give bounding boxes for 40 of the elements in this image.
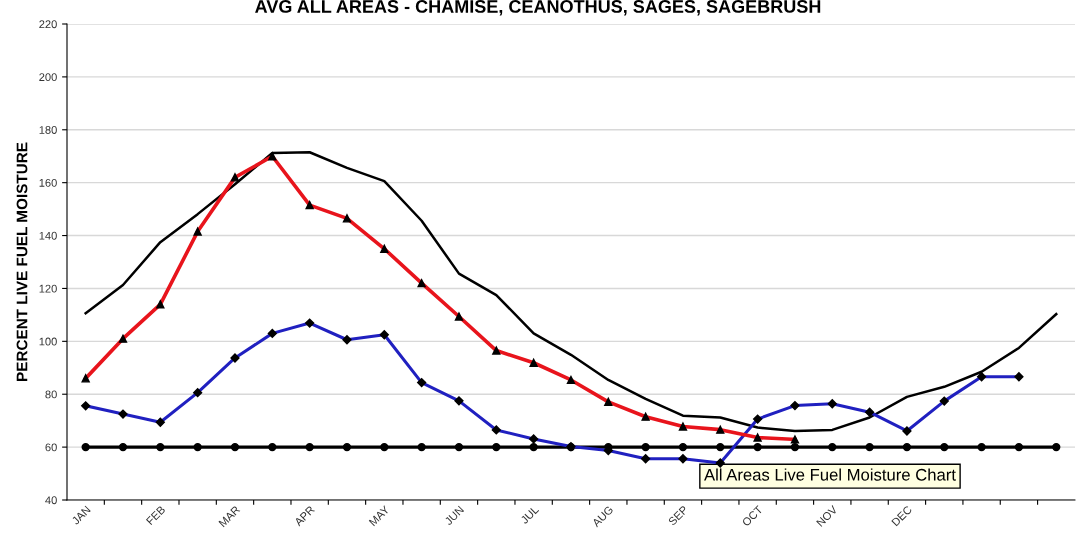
point (529, 442, 538, 452)
point (156, 442, 165, 452)
point (678, 442, 688, 452)
point (977, 442, 986, 452)
point (753, 442, 762, 452)
annotation: All Areas Live Fuel Moisture Chart (704, 468, 956, 481)
y-tick-label: 200 (39, 73, 57, 82)
y-tick-label: 40 (45, 496, 57, 505)
y-tick-label: 60 (45, 443, 57, 452)
point (940, 442, 949, 452)
y-tick-label: 220 (39, 20, 57, 29)
point (380, 442, 389, 452)
y-axis-title: PERCENT LIVE FUEL MOISTURE (16, 142, 28, 381)
point (716, 442, 725, 452)
point (230, 442, 240, 452)
point (268, 442, 277, 452)
point (342, 442, 352, 452)
point (1052, 442, 1061, 452)
y-tick-label: 160 (39, 178, 57, 187)
point (454, 442, 464, 452)
point (81, 442, 90, 452)
chart-title: AVG ALL AREAS - CHAMISE, CEANOTHUS, SAGES, SAGEBRUSH (255, 0, 821, 16)
point (1014, 442, 1024, 452)
point (902, 442, 912, 452)
y-tick-label: 100 (39, 337, 57, 346)
point (118, 442, 128, 452)
line-series (84, 151, 1058, 433)
point (193, 442, 202, 452)
point (492, 442, 501, 452)
x-tick-label: JUL (520, 505, 540, 525)
point (828, 442, 837, 452)
point (641, 442, 650, 452)
y-tick-label: 140 (39, 231, 57, 240)
point (417, 442, 426, 452)
y-tick-label: 80 (45, 390, 57, 399)
y-tick-label: 120 (39, 284, 57, 293)
y-tick-label: 180 (39, 126, 57, 134)
point (865, 442, 874, 452)
point (790, 442, 800, 452)
point (305, 442, 314, 452)
